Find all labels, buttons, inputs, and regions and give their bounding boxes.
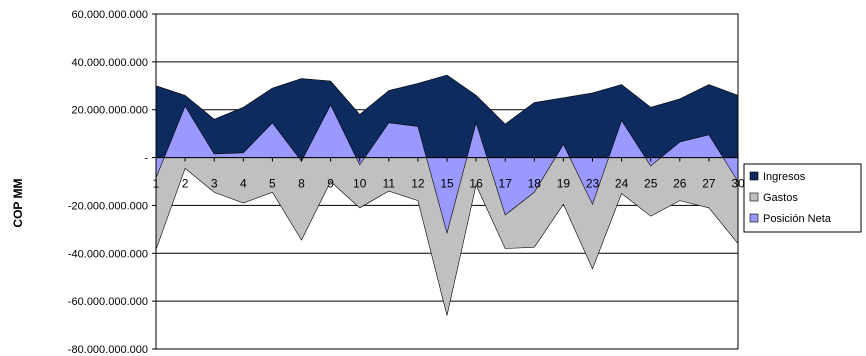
plot-area-border [155, 13, 739, 350]
x-tick-label: 24 [615, 177, 629, 191]
x-tick-label: 1 [153, 177, 160, 191]
x-tick-label: 26 [673, 177, 687, 191]
series-areas [155, 74, 739, 316]
y-tick-label: 40.000.000.000 [72, 57, 148, 69]
x-tick-label: 3 [211, 177, 218, 191]
x-tick-label: 5 [269, 177, 276, 191]
x-tick-label: 12 [411, 177, 425, 191]
x-tick-label: 17 [499, 177, 513, 191]
legend-swatch-1 [749, 192, 759, 202]
legend: Ingresos Gastos Posición Neta [743, 163, 862, 233]
x-tick-label: 4 [240, 177, 247, 191]
y-tick-label: - [144, 153, 148, 165]
x-tick-label: 15 [440, 177, 454, 191]
x-tick-label: 19 [557, 177, 571, 191]
y-tick-label: -20.000.000.000 [68, 200, 148, 212]
x-tick-label: 23 [586, 177, 600, 191]
y-tick-label: -40.000.000.000 [68, 248, 148, 260]
x-tick-label: 10 [353, 177, 367, 191]
x-tick-label: 2 [182, 177, 189, 191]
axes [152, 13, 739, 350]
x-tick-label: 18 [528, 177, 542, 191]
x-tick-label: 11 [383, 177, 396, 191]
x-tick-label: 27 [702, 177, 716, 191]
y-tick-label: 20.000.000.000 [72, 105, 148, 117]
y-tick-label: -60.000.000.000 [68, 296, 148, 308]
y-tick-labels: 60.000.000.000 40.000.000.000 20.000.000.0… [68, 9, 148, 356]
x-tick-label: 9 [327, 177, 334, 191]
x-tick-label: 25 [644, 177, 658, 191]
x-tick-label: 30 [731, 177, 745, 191]
x-tick-label: 8 [298, 177, 305, 191]
legend-label-2: Posición Neta [763, 213, 832, 225]
y-tick-label: -80.000.000.000 [68, 344, 148, 356]
x-tick-labels: 1 2 3 4 5 8 9 10 11 12 15 16 17 18 19 23 24 25 26 27 30 [153, 177, 745, 191]
y-axis-label: COP MM [11, 178, 25, 227]
legend-box [743, 163, 862, 233]
legend-label-0: Ingresos [763, 171, 806, 183]
legend-swatch-2 [749, 213, 759, 223]
legend-label-1: Gastos [763, 192, 798, 204]
y-tick-label: 60.000.000.000 [72, 9, 148, 21]
x-tick-label: 16 [469, 177, 483, 191]
series-area-0 [155, 74, 739, 158]
legend-swatch-0 [749, 171, 759, 181]
series-area-2 [155, 104, 739, 235]
